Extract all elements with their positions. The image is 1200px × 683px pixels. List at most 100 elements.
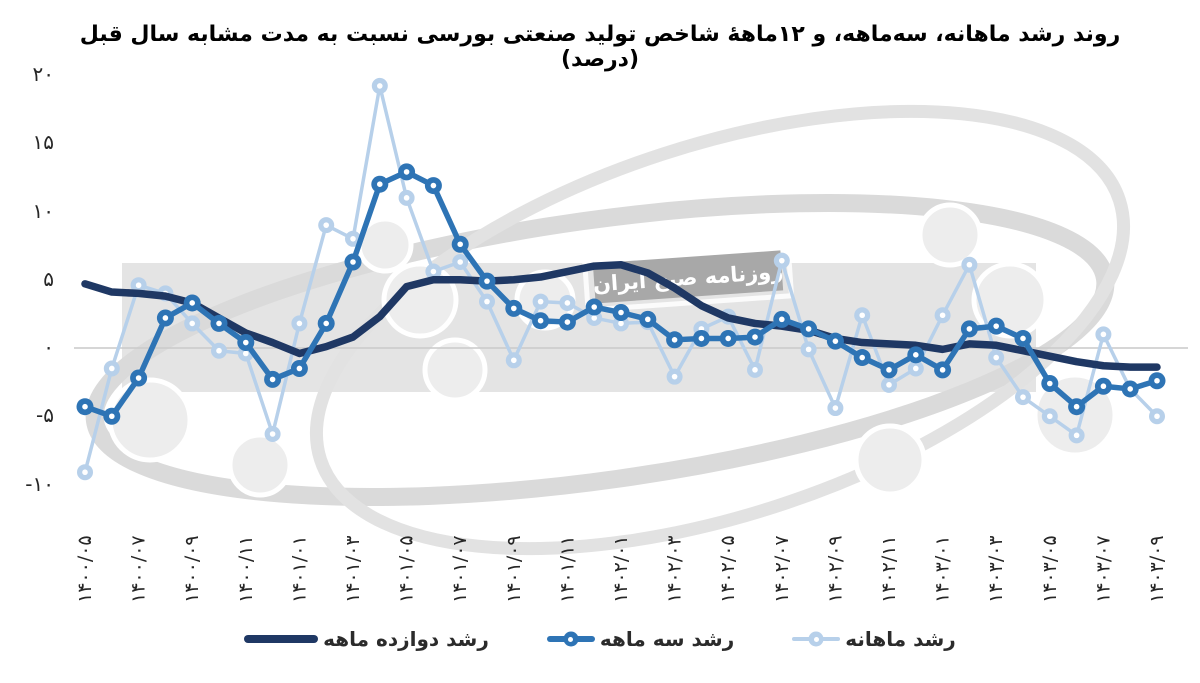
data-point-marker-center	[216, 347, 222, 354]
data-point-marker-center	[1047, 413, 1053, 420]
data-point-marker-center	[1073, 403, 1080, 410]
data-point-marker-center	[323, 222, 330, 228]
data-point-marker-center	[591, 304, 597, 310]
data-point-marker-center	[886, 382, 892, 388]
legend-item-twelve-month: رشد دوازده ماهه	[244, 627, 489, 651]
data-point-marker-center	[993, 323, 999, 329]
watermark-shape	[422, 337, 488, 403]
data-point-marker-center	[457, 259, 464, 265]
data-point-marker-center	[135, 375, 142, 381]
data-point-marker-center	[162, 315, 169, 321]
data-point-marker-center	[1020, 394, 1026, 400]
data-point-marker-center	[779, 316, 785, 323]
data-point-marker-center	[484, 278, 490, 284]
data-point-marker-center	[457, 241, 464, 248]
data-point-marker-center	[135, 282, 142, 289]
legend-marker-icon	[808, 631, 824, 647]
series-line-twelve_month	[81, 260, 1161, 371]
x-tick-label: ۱۴۰۱/۰۳	[342, 535, 364, 603]
data-point-marker-center	[752, 367, 758, 373]
data-point-marker-center	[645, 316, 651, 323]
legend-label-twelve-month: رشد دوازده ماهه	[323, 627, 489, 651]
data-point-marker-center	[671, 373, 678, 380]
watermark-shape	[971, 261, 1049, 339]
legend-marker-icon	[563, 631, 579, 647]
data-point-marker-center	[886, 367, 892, 373]
data-point-marker-center	[939, 367, 946, 373]
legend-item-three-month: رشد سه ماهه	[546, 627, 735, 651]
data-point-marker-center	[269, 431, 276, 437]
data-point-marker-center	[430, 268, 437, 275]
data-point-marker-center	[1020, 335, 1026, 342]
data-point-marker-center	[913, 365, 919, 372]
data-point-marker-center	[591, 315, 597, 321]
x-tick-label: ۱۴۰۱/۰۹	[503, 535, 525, 603]
data-point-marker-center	[350, 236, 356, 242]
watermark-stamp-box	[592, 250, 784, 304]
watermark-stamp: روزنامه صبح ایران	[581, 241, 795, 313]
data-point-marker-center	[403, 195, 410, 201]
data-point-marker-center	[618, 309, 624, 316]
legend-label-three-month: رشد سه ماهه	[599, 627, 735, 651]
data-point-marker-center	[243, 350, 249, 357]
x-tick-label: ۱۴۰۰/۱۱	[235, 535, 257, 603]
data-point-marker-center	[698, 335, 705, 342]
data-point-marker-center	[82, 469, 88, 476]
data-point-marker-center	[484, 298, 490, 305]
data-point-marker-center	[430, 182, 437, 189]
data-point-marker-center	[1047, 380, 1053, 387]
x-tick-label: ۱۴۰۳/۰۷	[1092, 535, 1114, 603]
data-point-marker-center	[859, 354, 865, 361]
data-point-marker-center	[725, 335, 731, 342]
data-point-marker-center	[1100, 331, 1107, 338]
data-point-marker-center	[939, 312, 946, 319]
data-point-marker-center	[82, 403, 88, 410]
data-point-marker-center	[966, 261, 973, 268]
watermark-shape	[853, 423, 927, 497]
data-point-marker-center	[1154, 413, 1160, 420]
data-point-marker-center	[1100, 383, 1107, 390]
data-point-marker-center	[859, 312, 865, 319]
data-point-marker-center	[966, 326, 973, 332]
data-point-marker-center	[564, 300, 571, 306]
data-point-marker-center	[296, 365, 303, 372]
data-point-marker-center	[671, 337, 678, 343]
data-point-marker-center	[805, 326, 812, 332]
legend: رشد دوازده ماهه رشد سه ماهه رشد ماهانه	[0, 619, 1200, 659]
data-point-marker-center	[832, 338, 839, 344]
data-point-marker-center	[1154, 377, 1160, 384]
data-point-marker-center	[109, 413, 115, 420]
x-tick-label: ۱۴۰۰/۰۵	[74, 535, 96, 603]
data-point-marker-center	[511, 357, 517, 364]
data-point-marker-center	[752, 334, 758, 340]
data-point-marker-center	[564, 319, 571, 325]
data-point-marker-center	[377, 83, 383, 89]
legend-swatch-0	[244, 635, 319, 643]
data-point-marker-center	[993, 354, 999, 361]
data-point-marker-center	[269, 376, 276, 383]
data-point-marker-center	[350, 259, 356, 265]
x-axis-ticks: ۱۴۰۰/۰۵ ۱۴۰۰/۰۷ ۱۴۰۰/۰۹ ۱۴۰۰/۱۱ ۱۴۰۱/۰۱ ۱۴۰۱/…	[74, 535, 1168, 603]
legend-item-monthly: رشد ماهانه	[792, 627, 956, 651]
data-point-marker-center	[805, 346, 812, 353]
chart-title: روند رشد ماهانه، سه‌ماهه، و ۱۲ماهۀ شاخص …	[79, 22, 1121, 72]
data-point-marker-center	[1127, 386, 1133, 392]
data-point-marker-center	[832, 405, 839, 411]
x-tick-label: ۱۴۰۲/۰۱	[610, 535, 632, 603]
legend-label-monthly: رشد ماهانه	[845, 627, 956, 651]
watermark-shape	[107, 377, 193, 463]
x-tick-label: ۱۴۰۱/۱۱	[556, 535, 578, 603]
x-tick-label: ۱۴۰۲/۰۳	[664, 535, 686, 603]
data-point-marker-center	[323, 320, 330, 327]
data-point-marker-center	[189, 320, 195, 327]
x-tick-label: ۱۴۰۱/۰۱	[288, 535, 310, 603]
x-tick-label: ۱۴۰۳/۰۳	[985, 535, 1007, 603]
x-tick-label: ۱۴۰۰/۰۷	[128, 535, 150, 603]
watermark-band	[122, 263, 1036, 392]
data-point-marker-center	[403, 169, 410, 175]
data-point-marker-center	[189, 300, 195, 306]
x-tick-label: ۱۴۰۲/۱۱	[878, 535, 900, 603]
x-tick-label: ۱۴۰۱/۰۷	[449, 535, 471, 603]
data-point-marker-center	[216, 320, 222, 327]
